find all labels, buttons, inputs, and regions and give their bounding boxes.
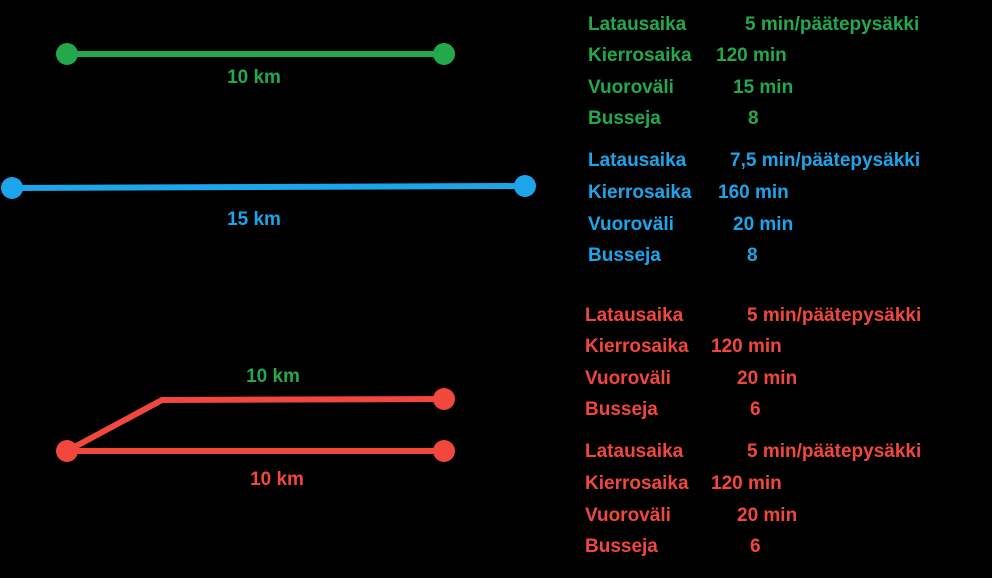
row-value: 7,5 min/päätepysäkki — [730, 150, 920, 171]
route-length: 10 km — [250, 469, 304, 490]
row-label: Kierrosaika — [585, 336, 689, 357]
row-label: Vuoroväli — [585, 505, 671, 526]
row-label: Vuoroväli — [588, 77, 674, 98]
row-label: Latausaika — [588, 150, 687, 171]
stop — [433, 43, 455, 65]
row-value: 120 min — [716, 45, 787, 66]
row-label: Vuoroväli — [588, 214, 674, 235]
row-value: 20 min — [733, 214, 793, 235]
row-value: 5 min/päätepysäkki — [747, 305, 921, 326]
row-value: 8 — [748, 108, 759, 129]
row-value: 5 min/päätepysäkki — [747, 441, 921, 462]
row-value: 15 min — [733, 77, 793, 98]
stop — [514, 175, 536, 197]
row-value: 20 min — [737, 368, 797, 389]
route-length: 10 km — [227, 67, 281, 88]
row-value: 6 — [750, 399, 761, 420]
row-value: 120 min — [711, 336, 782, 357]
route-length: 15 km — [227, 209, 281, 230]
row-value: 6 — [750, 536, 761, 557]
route-red: 10 km 10 km — [56, 366, 455, 490]
route-green: 10 km — [56, 43, 455, 88]
route-length: 10 km — [246, 366, 300, 387]
row-label: Busseja — [588, 245, 661, 266]
stop — [56, 440, 78, 462]
row-label: Busseja — [585, 536, 658, 557]
row-label: Kierrosaika — [588, 45, 692, 66]
row-value: 8 — [747, 245, 758, 266]
route-blue: 15 km — [1, 175, 536, 230]
route-line — [11, 183, 526, 191]
route-line — [65, 396, 445, 454]
row-label: Latausaika — [588, 14, 687, 35]
stop — [1, 177, 23, 199]
row-value: 20 min — [737, 505, 797, 526]
row-value: 160 min — [718, 182, 789, 203]
stop — [56, 43, 78, 65]
stop — [433, 440, 455, 462]
row-label: Busseja — [588, 108, 661, 129]
row-label: Latausaika — [585, 305, 684, 326]
row-value: 120 min — [711, 473, 782, 494]
row-value: 5 min/päätepysäkki — [745, 14, 919, 35]
row-label: Busseja — [585, 399, 658, 420]
stop — [433, 388, 455, 410]
row-label: Vuoroväli — [585, 368, 671, 389]
row-label: Kierrosaika — [585, 473, 689, 494]
row-label: Latausaika — [585, 441, 684, 462]
row-label: Kierrosaika — [588, 182, 692, 203]
